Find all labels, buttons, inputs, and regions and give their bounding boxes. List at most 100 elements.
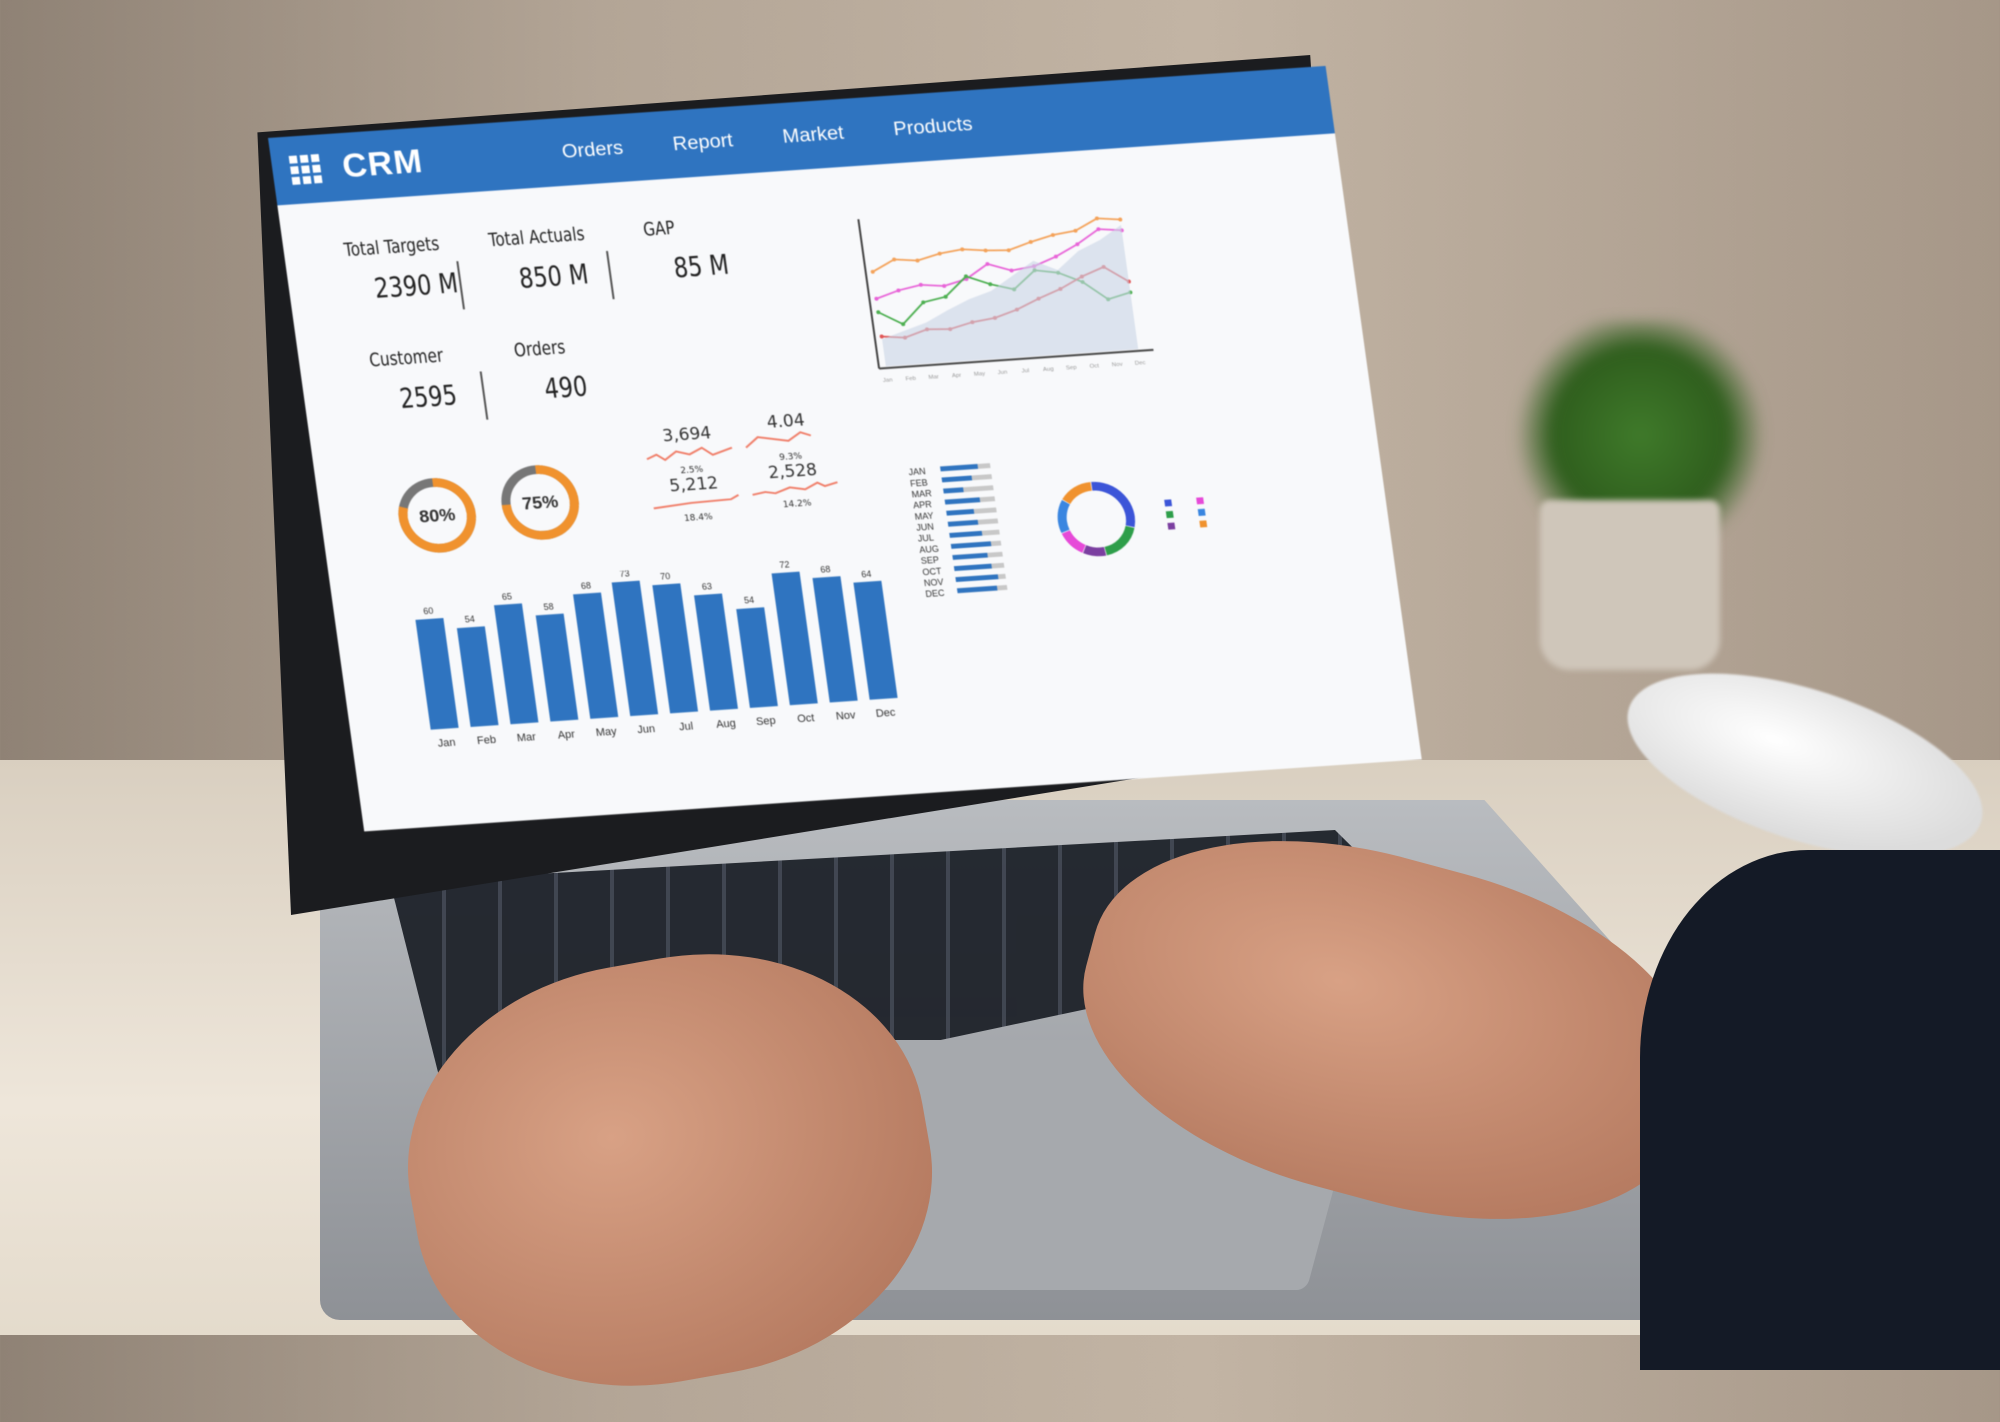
data-point xyxy=(1050,233,1055,237)
data-point xyxy=(942,284,947,288)
y-tick-label: NOV xyxy=(923,577,944,588)
bar xyxy=(953,563,992,572)
data-point xyxy=(1028,240,1033,244)
x-tick-label: Jul xyxy=(678,721,694,734)
x-tick-label: Jun xyxy=(637,723,656,736)
bar xyxy=(941,475,973,483)
legend-swatch xyxy=(1164,499,1173,507)
y-tick-label: JAN xyxy=(908,466,926,477)
data-point xyxy=(1053,254,1058,259)
data-point xyxy=(1094,216,1099,221)
y-tick-label: MAR xyxy=(911,488,932,499)
gauge-label: 80% xyxy=(418,504,457,526)
y-axis xyxy=(857,219,881,369)
kpi-label: Customer xyxy=(367,344,445,372)
bar xyxy=(947,519,979,527)
bar-value-label: 54 xyxy=(743,595,754,605)
kpi-label: Orders xyxy=(512,336,567,362)
y-tick-label: AUG xyxy=(919,544,940,555)
data-point xyxy=(943,294,948,299)
y-tick-label: SEP xyxy=(920,555,939,566)
kpi-orders: Orders 490 xyxy=(513,335,600,407)
bar xyxy=(950,541,992,549)
kpi-value: 2595 xyxy=(397,379,459,415)
nav-orders[interactable]: Orders xyxy=(560,136,625,163)
kpi-label: Total Targets xyxy=(342,233,441,262)
data-point xyxy=(1096,227,1101,232)
x-tick-label: Nov xyxy=(835,709,857,722)
x-tick-label: Feb xyxy=(905,376,917,383)
gauge-fill xyxy=(501,465,579,540)
sparkline xyxy=(646,446,733,462)
y-tick-label: OCT xyxy=(922,566,943,577)
y-tick-label: JUN xyxy=(916,522,935,533)
bar-value-label: 68 xyxy=(580,580,591,590)
bar-value-label: 72 xyxy=(779,560,790,570)
y-tick-label: APR xyxy=(913,500,933,511)
bar xyxy=(573,592,619,719)
bar xyxy=(812,576,858,703)
x-tick-label: Apr xyxy=(952,373,962,379)
x-tick-label: Oct xyxy=(1089,363,1099,370)
donut-slice xyxy=(1057,500,1071,533)
bar xyxy=(771,571,818,706)
data-point xyxy=(1009,268,1014,273)
area-series xyxy=(882,224,1139,367)
data-point xyxy=(937,251,942,256)
donut-slice xyxy=(1061,530,1086,553)
x-tick-label: Sep xyxy=(755,715,776,728)
grid-icon[interactable] xyxy=(288,153,323,185)
x-tick-label: Aug xyxy=(715,718,736,731)
sparkline-card: 3,694 2.5% 5,212 18.4% xyxy=(641,422,744,525)
gauge-fill xyxy=(398,478,476,553)
nav-market[interactable]: Market xyxy=(781,121,846,148)
data-point xyxy=(892,257,897,262)
bar-value-label: 58 xyxy=(543,601,554,611)
y-tick-label: DEC xyxy=(925,588,946,599)
donut-slice xyxy=(1083,545,1107,557)
sparkline-change: 14.2% xyxy=(782,498,813,511)
divider xyxy=(479,371,489,420)
kpi-value: 85 M xyxy=(671,248,731,285)
data-point xyxy=(876,310,881,315)
bar-value-label: 54 xyxy=(464,614,475,624)
bar-value-label: 70 xyxy=(660,571,671,581)
nav-report[interactable]: Report xyxy=(671,129,735,155)
x-tick-label: May xyxy=(595,726,618,739)
bar xyxy=(946,508,975,516)
bar xyxy=(415,618,459,730)
line-series xyxy=(872,217,1121,273)
legend-swatch xyxy=(1197,508,1206,516)
data-point xyxy=(915,258,920,263)
x-axis xyxy=(878,348,1154,370)
bar xyxy=(535,613,579,722)
data-point xyxy=(988,282,993,287)
kpi-label: Total Actuals xyxy=(487,223,586,252)
donut-slice xyxy=(1062,482,1093,505)
kpi-total-actuals: Total Actuals 850 M xyxy=(487,222,616,297)
x-tick-label: Jul xyxy=(1021,368,1029,374)
legend-swatch xyxy=(1165,510,1174,519)
legend-swatch xyxy=(1167,522,1176,530)
app-title: CRM xyxy=(339,142,426,185)
kpi-value: 850 M xyxy=(516,258,591,295)
bar xyxy=(955,574,999,583)
bar xyxy=(943,487,964,494)
y-tick-label: FEB xyxy=(909,477,928,488)
line-series xyxy=(876,228,1122,300)
bar xyxy=(611,580,659,717)
bar xyxy=(952,552,988,560)
gauges: 80% 75% xyxy=(398,465,579,553)
x-tick-label: Jun xyxy=(997,370,1007,377)
sparkline xyxy=(752,481,838,496)
sparkline-card: 4.04 9.3% 2,528 14.2% xyxy=(740,409,843,512)
gauge-label: 75% xyxy=(521,491,560,513)
x-tick-label: Aug xyxy=(1043,366,1054,373)
legend-swatch xyxy=(1196,497,1205,505)
bar xyxy=(956,585,998,594)
data-point xyxy=(918,282,923,287)
nav-products[interactable]: Products xyxy=(891,112,974,140)
y-tick-label: JUL xyxy=(917,533,934,544)
bar xyxy=(736,607,778,708)
data-point xyxy=(901,322,906,327)
